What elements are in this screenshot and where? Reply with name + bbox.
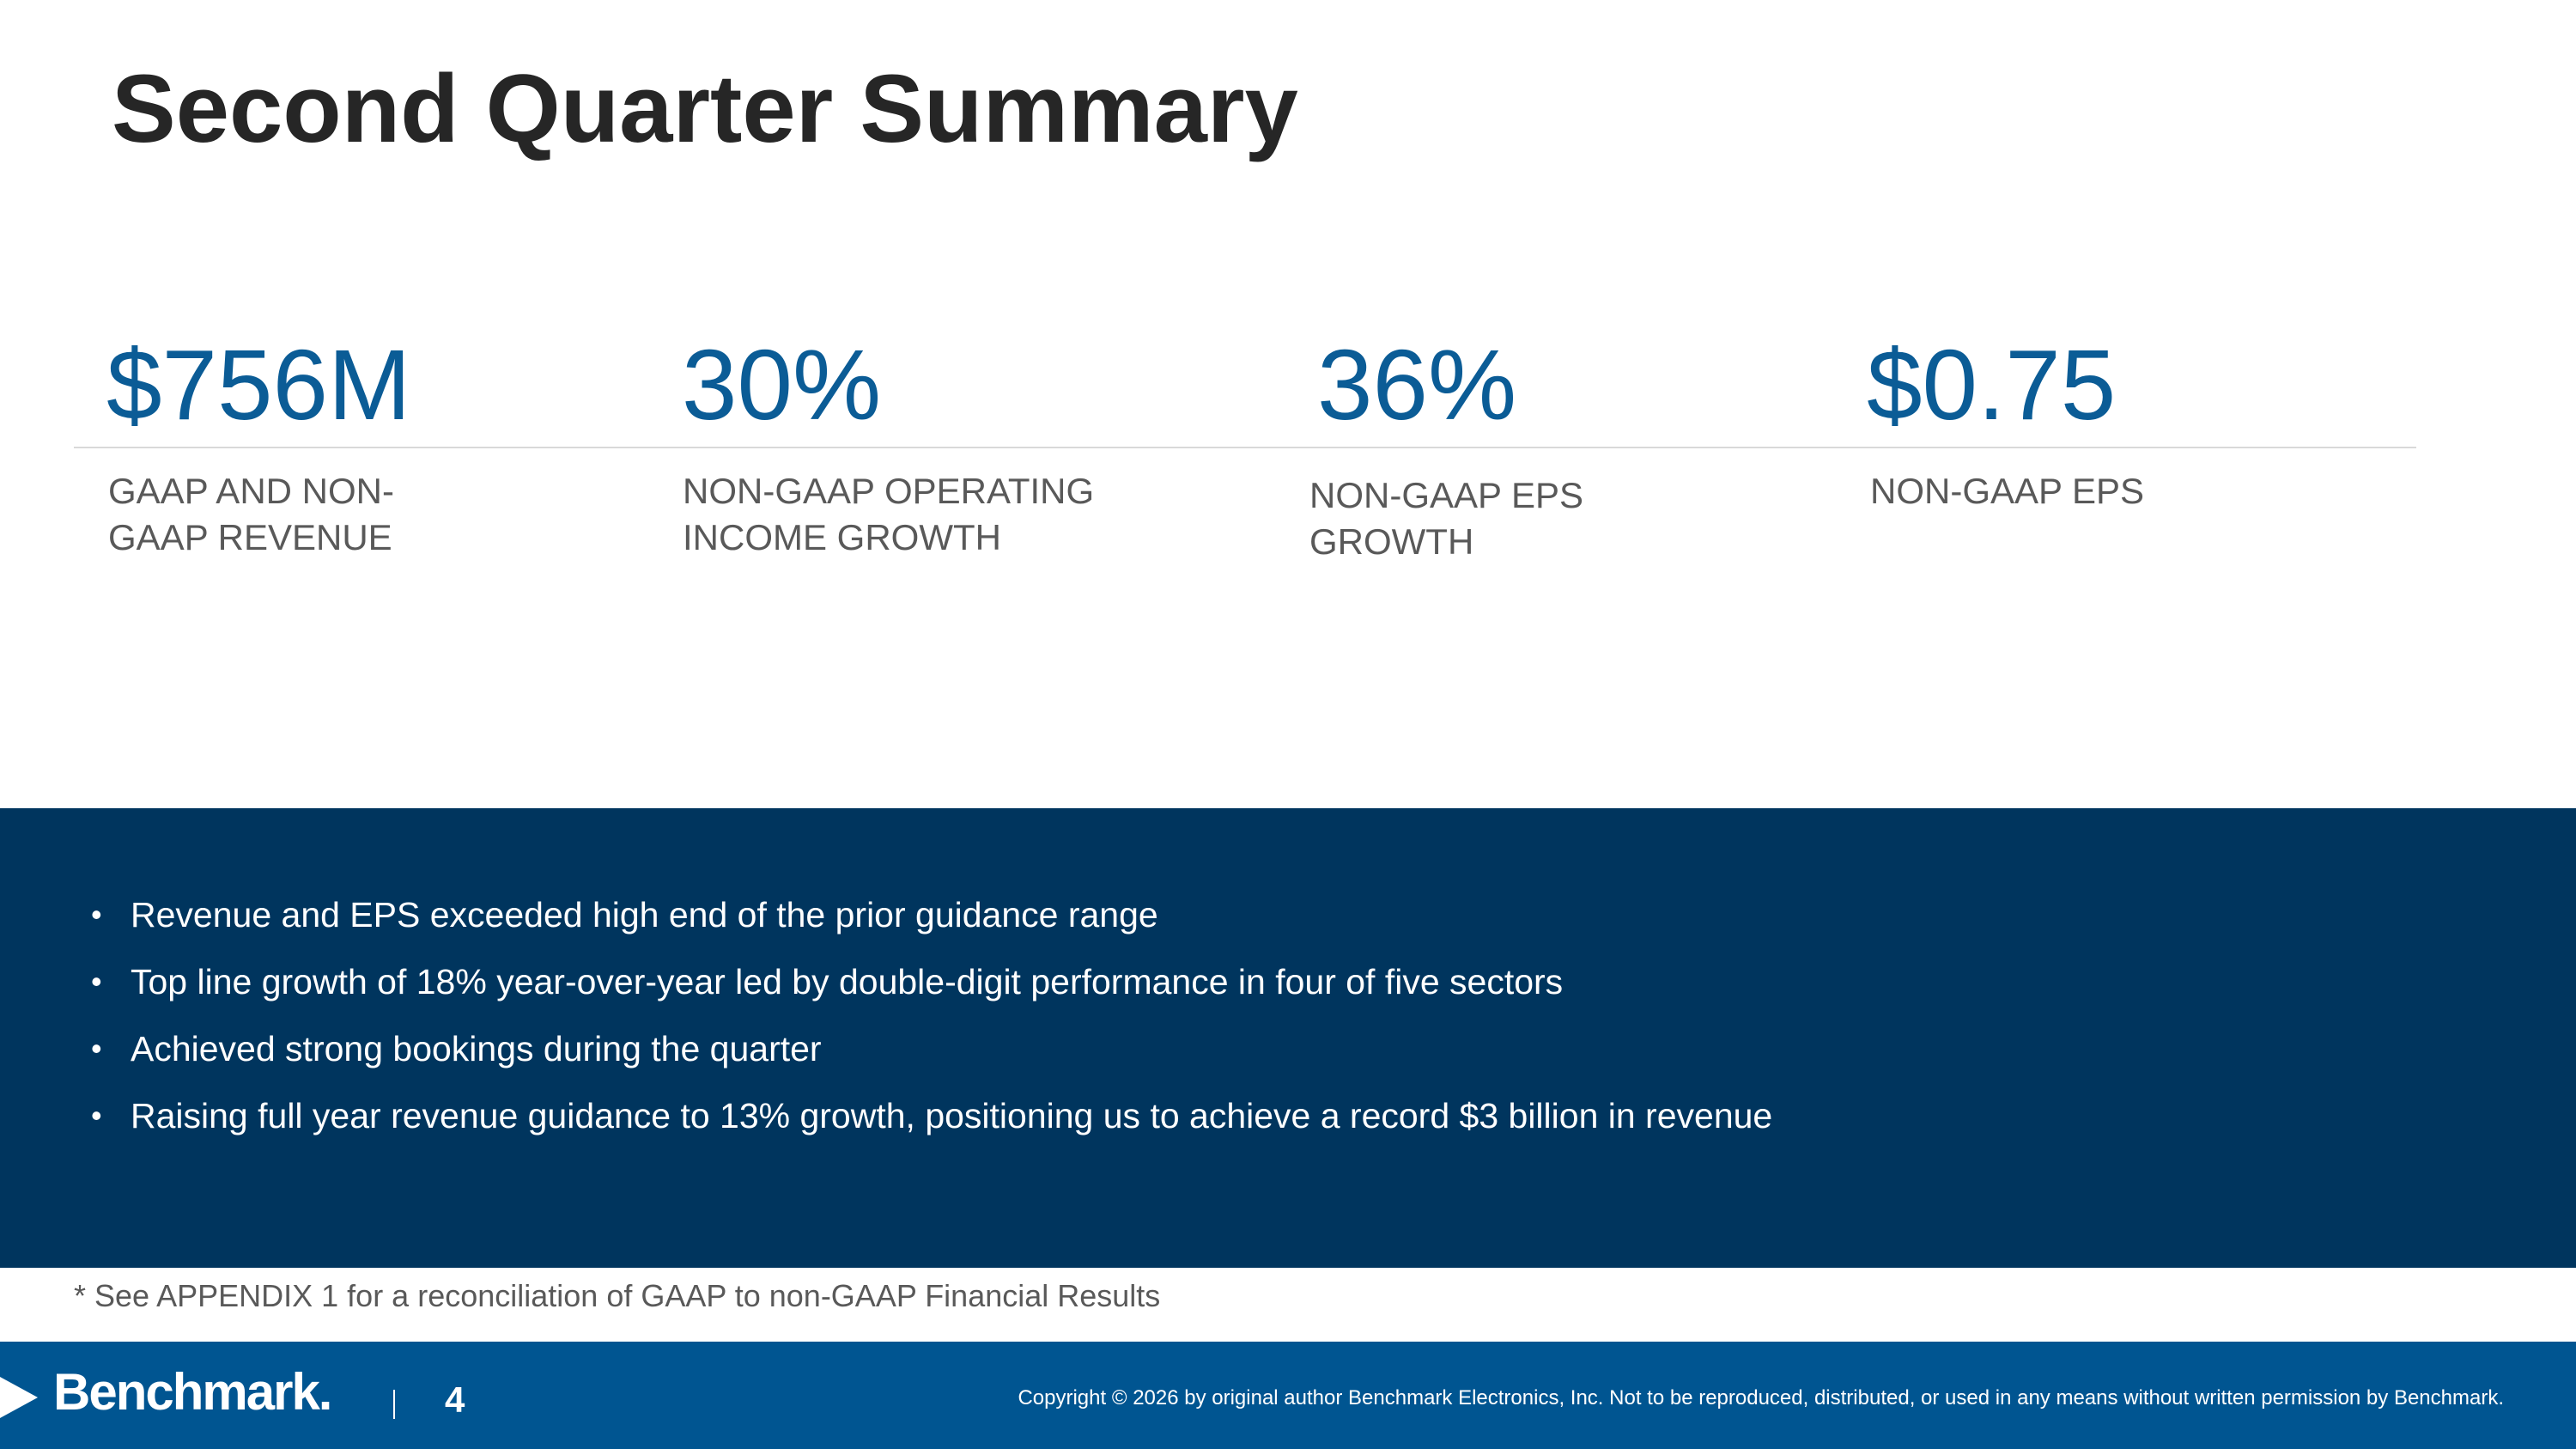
- kpi-eps-growth-label-line2: GROWTH: [1309, 521, 1474, 562]
- kpi-revenue-value: $756M: [106, 329, 411, 441]
- kpi-operating-income-value: 30%: [682, 329, 882, 441]
- kpi-operating-income-label: NON-GAAP OPERATING INCOME GROWTH: [683, 468, 1215, 561]
- highlight-text: Achieved strong bookings during the quar…: [131, 1029, 822, 1068]
- kpi-operating-income-label-line1: NON-GAAP OPERATING: [683, 471, 1095, 511]
- highlights-panel: • Revenue and EPS exceeded high end of t…: [0, 808, 2576, 1268]
- bullet-icon: •: [91, 964, 102, 999]
- highlight-item: • Raising full year revenue guidance to …: [89, 1082, 1772, 1149]
- highlight-text: Raising full year revenue guidance to 13…: [131, 1096, 1773, 1135]
- kpi-divider-line: [74, 447, 2416, 448]
- highlight-item: • Achieved strong bookings during the qu…: [89, 1015, 1772, 1082]
- kpi-revenue-label-line2: GAAP REVENUE: [108, 517, 392, 557]
- page-number: 4: [445, 1379, 465, 1420]
- kpi-operating-income-label-line2: INCOME GROWTH: [683, 517, 1001, 557]
- footer-bar: Benchmark. 4 Copyright © 2026 by origina…: [0, 1342, 2576, 1449]
- kpi-eps-growth-value: 36%: [1317, 329, 1517, 441]
- kpi-eps-growth-label-line1: NON-GAAP EPS: [1309, 475, 1583, 515]
- kpi-eps-label-line1: NON-GAAP EPS: [1870, 471, 2144, 511]
- kpi-eps-value: $0.75: [1867, 329, 2117, 441]
- highlight-item: • Revenue and EPS exceeded high end of t…: [89, 881, 1772, 948]
- bullet-icon: •: [91, 1098, 102, 1133]
- slide-title: Second Quarter Summary: [112, 55, 1298, 162]
- kpi-revenue-label-line1: GAAP AND NON-: [108, 471, 394, 511]
- footnote: * See APPENDIX 1 for a reconciliation of…: [74, 1278, 1161, 1313]
- benchmark-logo: Benchmark.: [53, 1363, 332, 1421]
- highlights-list: • Revenue and EPS exceeded high end of t…: [89, 881, 1772, 1149]
- bullet-icon: •: [91, 1031, 102, 1066]
- kpi-revenue-label: GAAP AND NON- GAAP REVENUE: [108, 468, 641, 561]
- kpi-eps-label: NON-GAAP EPS: [1870, 468, 2403, 514]
- bullet-icon: •: [91, 897, 102, 932]
- highlight-text: Revenue and EPS exceeded high end of the…: [131, 895, 1158, 935]
- highlight-text: Top line growth of 18% year-over-year le…: [131, 962, 1564, 1002]
- copyright-notice: Copyright © 2026 by original author Benc…: [1018, 1386, 2504, 1409]
- kpi-eps-growth-label: NON-GAAP EPS GROWTH: [1309, 472, 1842, 565]
- highlight-item: • Top line growth of 18% year-over-year …: [89, 948, 1772, 1015]
- benchmark-logo-icon: [0, 1377, 38, 1418]
- footer-divider: [393, 1390, 395, 1419]
